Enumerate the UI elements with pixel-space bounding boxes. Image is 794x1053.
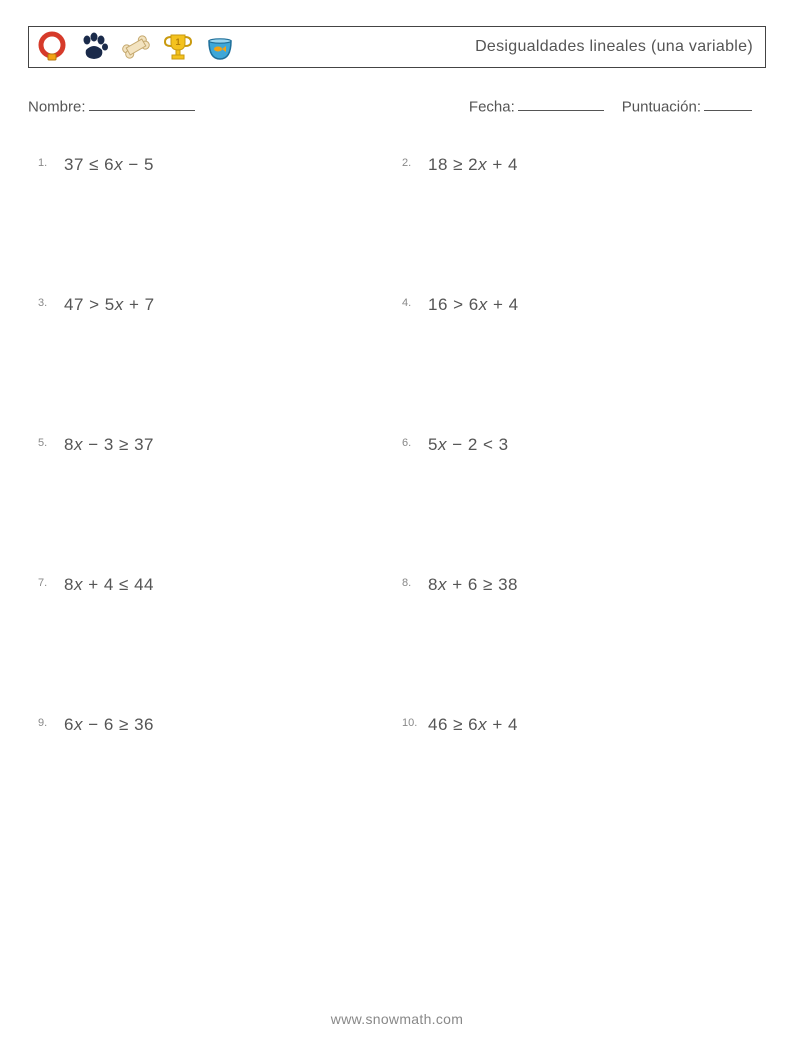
- problems-grid: 1.37 ≤ 6x − 52.18 ≥ 2x + 43.47 > 5x + 74…: [28, 155, 766, 735]
- problem-expression: 16 > 6x + 4: [428, 295, 519, 315]
- problem-number: 7.: [38, 575, 64, 589]
- problem-expression: 5x − 2 < 3: [428, 435, 509, 455]
- problem: 9.6x − 6 ≥ 36: [38, 715, 392, 735]
- problem-expression: 47 > 5x + 7: [64, 295, 155, 315]
- problem: 6.5x − 2 < 3: [402, 435, 756, 455]
- problem-expression: 18 ≥ 2x + 4: [428, 155, 518, 175]
- bone-icon: [119, 30, 153, 64]
- svg-text:1: 1: [175, 37, 180, 47]
- problem-number: 4.: [402, 295, 428, 309]
- problem: 3.47 > 5x + 7: [38, 295, 392, 315]
- problem: 1.37 ≤ 6x − 5: [38, 155, 392, 175]
- worksheet-page: 1 Desigualdades lineales (una variable) …: [0, 0, 794, 1053]
- problem-number: 3.: [38, 295, 64, 309]
- worksheet-title: Desigualdades lineales (una variable): [475, 38, 753, 56]
- date-blank[interactable]: [518, 96, 604, 111]
- score-field: Puntuación:: [622, 96, 752, 115]
- problem-expression: 8x + 4 ≤ 44: [64, 575, 154, 595]
- problem: 7.8x + 4 ≤ 44: [38, 575, 392, 595]
- problem-number: 1.: [38, 155, 64, 169]
- score-blank[interactable]: [704, 96, 752, 111]
- problem-number: 9.: [38, 715, 64, 729]
- header-icon-row: 1: [35, 30, 237, 64]
- problem-number: 8.: [402, 575, 428, 589]
- fishbowl-icon: [203, 30, 237, 64]
- problem: 8.8x + 6 ≥ 38: [402, 575, 756, 595]
- problem-number: 10.: [402, 715, 428, 729]
- problem-expression: 46 ≥ 6x + 4: [428, 715, 518, 735]
- paw-icon: [77, 30, 111, 64]
- problem: 2.18 ≥ 2x + 4: [402, 155, 756, 175]
- collar-icon: [35, 30, 69, 64]
- problem: 4.16 > 6x + 4: [402, 295, 756, 315]
- date-label: Fecha:: [469, 98, 515, 115]
- problem-number: 6.: [402, 435, 428, 449]
- problem-number: 2.: [402, 155, 428, 169]
- problem: 5.8x − 3 ≥ 37: [38, 435, 392, 455]
- footer-text: www.snowmath.com: [0, 1011, 794, 1027]
- problem-expression: 37 ≤ 6x − 5: [64, 155, 154, 175]
- name-blank[interactable]: [89, 96, 195, 111]
- problem-expression: 8x + 6 ≥ 38: [428, 575, 518, 595]
- score-label: Puntuación:: [622, 98, 701, 115]
- problem-expression: 8x − 3 ≥ 37: [64, 435, 154, 455]
- problem-expression: 6x − 6 ≥ 36: [64, 715, 154, 735]
- date-field: Fecha:: [469, 96, 604, 115]
- name-label: Nombre:: [28, 98, 86, 115]
- trophy-icon: 1: [161, 30, 195, 64]
- problem-number: 5.: [38, 435, 64, 449]
- name-field: Nombre:: [28, 96, 195, 115]
- problem: 10.46 ≥ 6x + 4: [402, 715, 756, 735]
- header-box: 1 Desigualdades lineales (una variable): [28, 26, 766, 68]
- info-line: Nombre: Fecha: Puntuación:: [28, 96, 766, 115]
